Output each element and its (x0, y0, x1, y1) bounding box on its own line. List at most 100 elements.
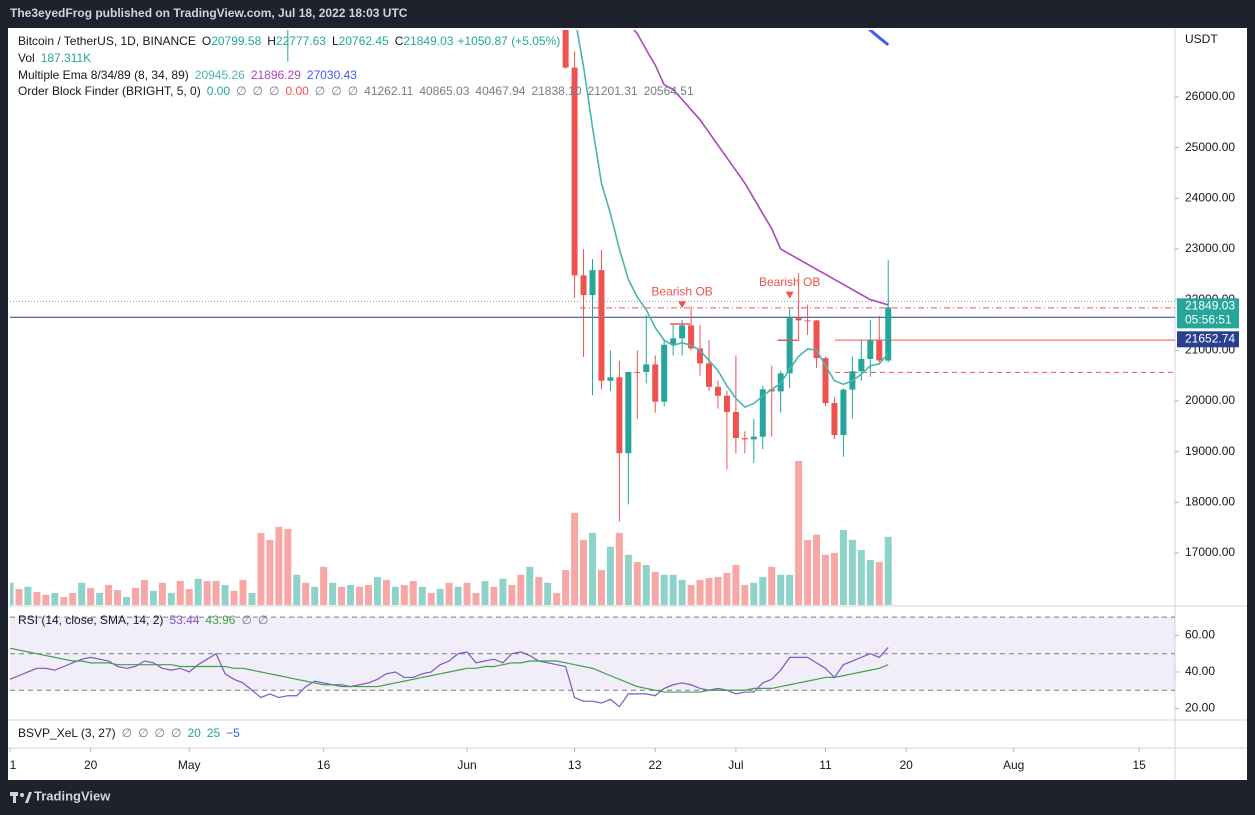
currency: USDT (1185, 32, 1218, 46)
volume-bar (606, 546, 614, 605)
y-tick-label: 23000.00 (1185, 241, 1235, 255)
y-tick-label: 25000.00 (1185, 140, 1235, 154)
volume-bar (875, 562, 883, 605)
volume-bar (427, 592, 435, 605)
legend-item: 0.00 (285, 84, 309, 98)
candle-body (741, 438, 748, 440)
volume-bar (544, 582, 552, 605)
volume-bar (105, 584, 113, 605)
candle-body (634, 371, 641, 373)
legend-item: ∅ (331, 84, 341, 98)
volume-bar (651, 571, 659, 605)
legend-item: ∅ (348, 84, 358, 98)
volume-bar (15, 588, 23, 605)
volume-bar (373, 576, 381, 605)
candle-body (831, 403, 838, 435)
volume-bar (741, 584, 749, 605)
x-tick-label: 16 (317, 758, 331, 772)
volume-bar (750, 582, 758, 605)
volume-bar (391, 586, 399, 605)
candle-body (822, 358, 829, 404)
volume-bar (382, 579, 390, 605)
legend-item: +1050.87 (+5.05%) (457, 34, 560, 48)
volume-bar (687, 584, 695, 605)
legend-item: ∅ (155, 726, 165, 740)
volume-bar (176, 580, 184, 605)
volume-bar (302, 582, 310, 605)
brand-logo (10, 792, 32, 803)
last-price-box (1177, 298, 1239, 329)
legend-item: ∅ (253, 84, 263, 98)
volume-bar (33, 591, 41, 605)
volume-bar (194, 578, 202, 605)
legend-item: ∅ (269, 84, 279, 98)
volume-bar (839, 530, 847, 605)
x-tick-label: May (178, 758, 201, 772)
rsi-tick-label: 20.00 (1185, 701, 1215, 715)
x-tick-label: 20 (899, 758, 913, 772)
legend-item: 21896.29 (251, 68, 301, 82)
volume-bar (123, 596, 130, 605)
legend-item: Multiple Ema 8/34/89 (8, 34, 89) (18, 68, 189, 82)
volume-bar (463, 582, 471, 605)
volume-bar (777, 574, 785, 605)
legend-item: H (267, 34, 276, 48)
legend-item: 187.311K (41, 51, 92, 65)
legend-ema: Multiple Ema 8/34/89 (8, 34, 89) 20945.26… (18, 68, 357, 82)
candle-body (652, 364, 659, 402)
volume-bar (10, 582, 14, 605)
volume-bar (633, 562, 641, 605)
legend-item: 20762.45 (339, 34, 389, 48)
candle-body (867, 340, 874, 359)
volume-bar (884, 536, 892, 605)
volume-bar (615, 532, 623, 605)
volume-bar (499, 578, 507, 605)
candle-body (858, 358, 865, 372)
volume-bar (42, 594, 50, 605)
volume-bar (51, 592, 59, 605)
legend-rsi: RSI (14, close, SMA, 14, 2) 53.44 43.96 ∅ ∅ (18, 613, 268, 627)
volume-bar (669, 574, 677, 605)
volume-bar (60, 596, 68, 605)
candle-body (661, 344, 668, 402)
volume-bar (786, 574, 794, 605)
volume-bar (356, 586, 363, 605)
volume-bar (696, 579, 704, 605)
volume-bar (167, 592, 175, 605)
volume-bar (400, 584, 408, 605)
last-price-label: 21849.03 (1185, 299, 1235, 313)
rsi-tick-label: 60.00 (1185, 628, 1215, 642)
volume-bar (185, 588, 193, 605)
candle-body (723, 395, 730, 412)
volume-bar (158, 582, 166, 605)
volume-bar (866, 559, 874, 605)
legend-bsvp: BSVP_XeL (3, 27) ∅ ∅ ∅ ∅ 20 25 −5 (18, 726, 240, 740)
legend-item: BSVP_XeL (3, 27) (18, 726, 116, 740)
volume-bar (338, 586, 346, 605)
ema-line (867, 30, 890, 46)
legend-item: 22777.63 (276, 34, 326, 48)
legend-item: ∅ (122, 726, 132, 740)
legend-item: ∅ (315, 84, 325, 98)
legend-symbol: Bitcoin / TetherUS, 1D, BINANCE O20799.58… (18, 34, 560, 48)
legend-item: ∅ (138, 726, 148, 740)
volume-bar (804, 539, 812, 605)
y-tick-label: 24000.00 (1185, 191, 1235, 205)
legend-item: ∅ (236, 84, 246, 98)
volume-bar (409, 580, 417, 605)
candle-body (616, 377, 623, 454)
volume-bar (347, 584, 355, 605)
volume-bar (320, 566, 328, 605)
volume-bar (69, 592, 77, 605)
legend-item: 20799.58 (211, 34, 261, 48)
volume-bar (830, 552, 838, 605)
x-tick-label: Jun (457, 758, 476, 772)
ob-marker (678, 301, 687, 309)
candle-body (885, 307, 892, 361)
volume-bar (203, 580, 211, 605)
y-tick-label: 18000.00 (1185, 495, 1235, 509)
legend-item: 20945.26 (195, 68, 245, 82)
main-pane: Bearish OB Bearish OB (10, 30, 1175, 605)
volume-bar (212, 580, 220, 605)
